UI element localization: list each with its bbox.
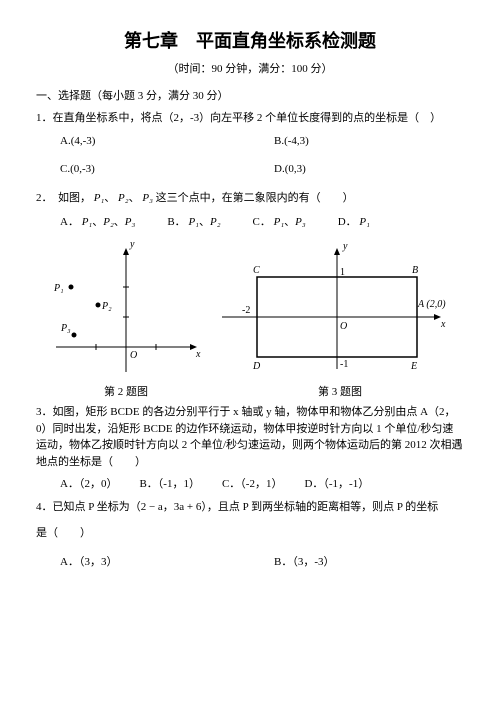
q2-text: 2． 如图， P₁、 P₂、 P₃ 这三个点中，在第二象限内的有（ ） <box>36 190 464 207</box>
fig2-p3: P₃ <box>60 323 71 334</box>
q3-opt-b: B．（-1，1） <box>139 476 200 493</box>
q4-opt-a: A．（3，3） <box>36 548 250 577</box>
opt-pre: C． <box>253 216 271 228</box>
q4: 4．已知点 P 坐标为（2 − a，3a + 6），且点 P 到两坐标轴的距离相… <box>36 499 464 577</box>
q2-opt-b: B． P₁、P₂ <box>167 214 220 231</box>
fig3-D: D <box>252 361 261 372</box>
p: P₁ <box>82 216 93 228</box>
fig3-B: B <box>412 265 418 276</box>
q3-opt-a: A．（2，0） <box>60 476 117 493</box>
s: 、 <box>199 216 210 228</box>
fig2-p2: P₂ <box>101 301 112 312</box>
q2-text-a: 2． 如图， <box>36 192 91 204</box>
q1: 1．在直角坐标系中，将点（2，-3）向左平移 2 个单位长度得到的点的坐标是（ … <box>36 110 464 184</box>
fig3-C: C <box>253 265 260 276</box>
fig3-y: y <box>342 241 348 252</box>
q1-opt-b: B.(-4,3) <box>250 127 464 156</box>
q4-text-1: 4．已知点 P 坐标为（2 − a，3a + 6），且点 P 到两坐标轴的距离相… <box>36 499 464 516</box>
q4-text-2: 是（ ） <box>36 525 464 542</box>
p: P₂ <box>103 216 114 228</box>
q2-p3: P₃ <box>142 192 153 204</box>
sep: 、 <box>104 192 115 204</box>
opt-pre: D． <box>338 216 357 228</box>
p: P₃ <box>295 216 306 228</box>
fig2-x: x <box>195 349 201 360</box>
p: P₁ <box>188 216 199 228</box>
q1-opt-c: C.(0,-3) <box>36 155 250 184</box>
q1-options: A.(4,-3) B.(-4,3) C.(0,-3) D.(0,3) <box>36 127 464 184</box>
q2-text-b: 这三个点中，在第二象限内的有（ ） <box>156 192 354 204</box>
q2-p1: P₁ <box>94 192 105 204</box>
fig2-y: y <box>129 239 135 250</box>
section-1-heading: 一、选择题（每小题 3 分，满分 30 分） <box>36 88 464 105</box>
s: 、 <box>92 216 103 228</box>
doc-subtitle: （时间：90 分钟，满分：100 分） <box>36 61 464 78</box>
figures-row: y x O P₁ P₂ P₃ y x O <box>36 237 464 382</box>
fig3-neg1: -1 <box>340 359 348 370</box>
q2: 2． 如图， P₁、 P₂、 P₃ 这三个点中，在第二象限内的有（ ） A． P… <box>36 190 464 231</box>
p: P₂ <box>210 216 221 228</box>
opt-pre: A． <box>60 216 79 228</box>
fig-q2: y x O P₁ P₂ P₃ <box>36 237 206 382</box>
fig3-caption: 第 3 题图 <box>216 384 464 401</box>
q4-opt-b: B．（3，-3） <box>250 548 464 577</box>
fig3-A: A (2,0) <box>417 299 446 310</box>
q1-opt-d: D.(0,3) <box>250 155 464 184</box>
s: 、 <box>284 216 295 228</box>
q3-opt-c: C．（-2，1） <box>222 476 283 493</box>
fig2-p1: P₁ <box>53 283 64 294</box>
fig2-O: O <box>130 350 137 361</box>
q2-p2: P₂ <box>118 192 129 204</box>
q2-options: A． P₁、P₂、P₃ B． P₁、P₂ C． P₁、P₃ D． P₁ <box>36 214 464 231</box>
q2-opt-d: D． P₁ <box>338 214 370 231</box>
fig3-x: x <box>440 319 446 330</box>
p: P₃ <box>125 216 136 228</box>
opt-pre: B． <box>167 216 185 228</box>
fig3-O: O <box>340 321 347 332</box>
fig-captions: 第 2 题图 第 3 题图 <box>36 384 464 401</box>
q1-text: 1．在直角坐标系中，将点（2，-3）向左平移 2 个单位长度得到的点的坐标是（ … <box>36 110 464 127</box>
p: P₁ <box>274 216 285 228</box>
q3-opt-d: D．（-1，-1） <box>304 476 369 493</box>
fig-q3: y x O C B D E 1 -1 -2 A (2,0) <box>212 237 452 382</box>
q3: 3．如图，矩形 BCDE 的各边分别平行于 x 轴或 y 轴，物体甲和物体乙分别… <box>36 404 464 493</box>
p: P₁ <box>359 216 370 228</box>
q2-opt-a: A． P₁、P₂、P₃ <box>60 214 135 231</box>
fig3-E: E <box>410 361 417 372</box>
doc-title: 第七章 平面直角坐标系检测题 <box>36 28 464 55</box>
fig3-one: 1 <box>340 267 345 278</box>
s: 、 <box>114 216 125 228</box>
q3-options: A．（2，0） B．（-1，1） C．（-2，1） D．（-1，-1） <box>36 476 464 493</box>
q2-opt-c: C． P₁、P₃ <box>253 214 306 231</box>
q1-opt-a: A.(4,-3) <box>36 127 250 156</box>
fig2-caption: 第 2 题图 <box>36 384 216 401</box>
q3-text: 3．如图，矩形 BCDE 的各边分别平行于 x 轴或 y 轴，物体甲和物体乙分别… <box>36 404 464 470</box>
q4-options: A．（3，3） B．（3，-3） <box>36 548 464 577</box>
fig3-neg2: -2 <box>242 305 250 316</box>
page: 第七章 平面直角坐标系检测题 （时间：90 分钟，满分：100 分） 一、选择题… <box>0 0 500 706</box>
sep: 、 <box>129 192 140 204</box>
